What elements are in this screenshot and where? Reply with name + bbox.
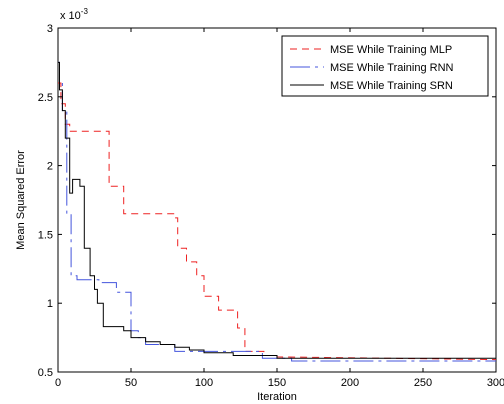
ticks-layer: 0 50 100 150 200 250 300 0.5 1 1.5 2 2.5 3 bbox=[38, 23, 504, 389]
series-line-1 bbox=[58, 82, 497, 361]
y-exponent-label: x 10-3 bbox=[60, 7, 88, 22]
x-tick-label: 300 bbox=[487, 377, 504, 389]
y-axis-label: Mean Squared Error bbox=[15, 150, 27, 250]
x-axis-label: Iteration bbox=[257, 391, 297, 403]
series-line-3 bbox=[58, 61, 496, 359]
legend-box bbox=[281, 35, 489, 97]
x-tick-label: 250 bbox=[414, 377, 432, 389]
legend-entry-1: MSE While Training MLP bbox=[330, 44, 452, 56]
x-tick-label: 100 bbox=[195, 377, 213, 389]
series-line-2 bbox=[58, 61, 496, 362]
legend-entry-2: MSE While Training RNN bbox=[330, 62, 454, 74]
y-tick-label: 1 bbox=[47, 298, 53, 310]
series-layer bbox=[58, 61, 497, 362]
y-tick-label: 1.5 bbox=[38, 229, 53, 241]
y-tick-label: 2 bbox=[47, 161, 53, 173]
x-tick-label: 200 bbox=[341, 377, 359, 389]
y-tick-label: 2.5 bbox=[38, 92, 53, 104]
labels-layer: x 10-3 Iteration Mean Squared Error bbox=[15, 7, 297, 403]
y-tick-label: 0.5 bbox=[38, 367, 53, 379]
legend: MSE While Training MLP MSE While Training… bbox=[281, 35, 489, 97]
exponent-base: x 10 bbox=[60, 10, 81, 22]
x-tick-label: 50 bbox=[125, 377, 137, 389]
y-tick-label: 3 bbox=[47, 23, 53, 35]
exponent-power: -3 bbox=[81, 7, 89, 16]
x-tick-label: 150 bbox=[268, 377, 286, 389]
legend-entry-3: MSE While Training SRN bbox=[330, 80, 453, 92]
x-tick-label: 0 bbox=[55, 377, 61, 389]
